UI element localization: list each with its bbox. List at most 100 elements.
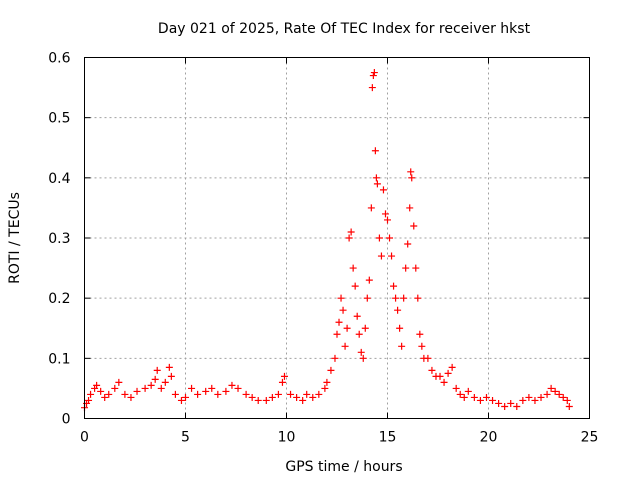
- roti-point: [513, 402, 521, 410]
- roti-point: [476, 396, 484, 404]
- roti-point: [287, 390, 295, 398]
- x-tick-label: 20: [480, 430, 498, 446]
- roti-point: [133, 387, 141, 395]
- roti-point: [495, 399, 503, 407]
- roti-point: [87, 390, 95, 398]
- roti-point: [424, 354, 432, 362]
- y-axis-title: ROTI / TECUs: [7, 192, 23, 284]
- chart-title: Day 021 of 2025, Rate Of TEC Index for r…: [158, 21, 531, 37]
- roti-point: [194, 390, 202, 398]
- roti-point: [359, 354, 367, 362]
- roti-point: [242, 390, 250, 398]
- roti-point: [97, 387, 105, 395]
- roti-point: [410, 222, 418, 230]
- roti-point: [418, 342, 426, 350]
- roti-point: [373, 180, 381, 188]
- roti-point: [121, 390, 129, 398]
- roti-point: [381, 210, 389, 218]
- roti-point: [115, 378, 123, 386]
- roti-point: [268, 393, 276, 401]
- roti-point: [406, 204, 414, 212]
- roti-point: [153, 366, 161, 374]
- roti-point: [363, 294, 371, 302]
- roti-point: [436, 372, 444, 380]
- roti-point: [525, 393, 533, 401]
- roti-point: [331, 354, 339, 362]
- axis-ticks: 0 5 10 15 20 25 0 0.1 0.2 0.3 0.4 0.5 0.6: [48, 51, 598, 446]
- roti-point: [452, 384, 460, 392]
- roti-point: [448, 363, 456, 371]
- roti-point: [93, 381, 101, 389]
- roti-point: [147, 381, 155, 389]
- roti-point: [489, 396, 497, 404]
- roti-point: [188, 384, 196, 392]
- roti-point: [416, 330, 424, 338]
- roti-point: [167, 372, 175, 380]
- roti-point: [353, 312, 361, 320]
- roti-point: [555, 390, 563, 398]
- roti-point: [161, 378, 169, 386]
- roti-point: [351, 282, 359, 290]
- roti-point: [182, 393, 189, 401]
- roti-point: [177, 396, 185, 404]
- data-points: [81, 69, 573, 412]
- roti-point: [408, 174, 416, 182]
- roti-point: [464, 387, 472, 395]
- roti-point: [398, 342, 406, 350]
- roti-point: [407, 168, 415, 176]
- roti-point: [392, 294, 400, 302]
- roti-point: [333, 330, 341, 338]
- roti-point: [228, 381, 236, 389]
- roti-point: [396, 324, 404, 332]
- roti-point: [377, 252, 385, 260]
- y-tick-label: 0: [62, 412, 71, 428]
- roti-point: [165, 363, 173, 371]
- roti-point: [501, 402, 509, 410]
- roti-point: [368, 84, 376, 92]
- roti-point: [171, 390, 179, 398]
- roti-point: [309, 393, 317, 401]
- roti-point: [105, 390, 113, 398]
- roti-point: [565, 402, 573, 410]
- roti-point: [379, 186, 387, 194]
- roti-point: [402, 264, 410, 272]
- roti-point: [248, 393, 256, 401]
- roti-point: [127, 393, 135, 401]
- roti-point: [262, 396, 270, 404]
- roti-point: [440, 378, 448, 386]
- roti-point: [388, 252, 396, 260]
- roti-point: [384, 216, 391, 224]
- roti-point: [414, 294, 422, 302]
- roti-point: [372, 174, 380, 182]
- x-tick-label: 25: [581, 430, 599, 446]
- y-tick-label: 0.3: [48, 231, 70, 247]
- roti-point: [101, 393, 109, 401]
- roti-point: [369, 72, 377, 80]
- roti-point: [274, 390, 282, 398]
- roti-point: [157, 384, 165, 392]
- roti-point: [390, 282, 398, 290]
- x-tick-label: 10: [278, 430, 296, 446]
- roti-point: [299, 396, 307, 404]
- roti-point: [367, 204, 375, 212]
- roti-point: [400, 294, 408, 302]
- roti-point: [456, 390, 464, 398]
- y-tick-label: 0.5: [48, 111, 70, 127]
- roti-point: [293, 393, 301, 401]
- roti-point: [547, 384, 555, 392]
- roti-point: [347, 228, 355, 236]
- x-tick-label: 5: [181, 430, 190, 446]
- roti-point: [371, 147, 379, 155]
- roti-point: [337, 294, 345, 302]
- roti-point: [365, 276, 373, 284]
- roti-point: [222, 387, 230, 395]
- roti-point: [519, 396, 527, 404]
- roti-point: [327, 366, 335, 374]
- y-tick-label: 0.6: [48, 51, 70, 67]
- roti-point: [214, 390, 222, 398]
- roti-point: [234, 384, 242, 392]
- roti-point: [323, 378, 331, 386]
- roti-point: [208, 384, 216, 392]
